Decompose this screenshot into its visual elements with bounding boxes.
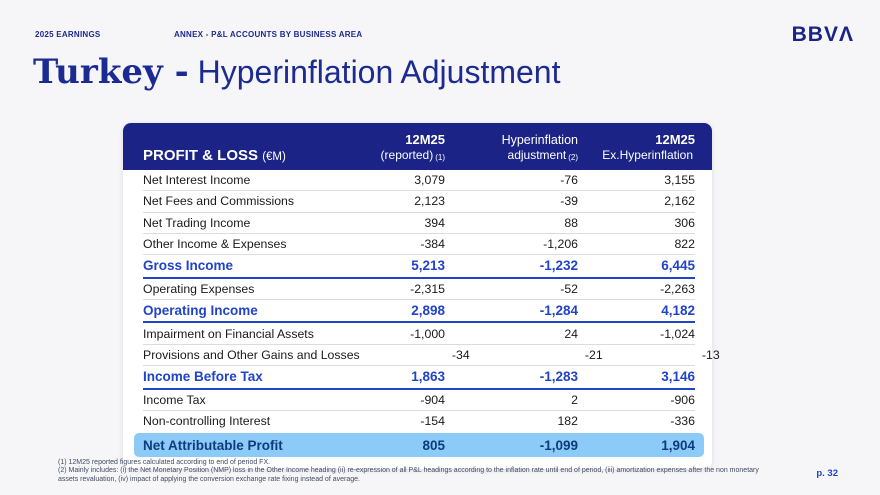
row-label: Other Income & Expenses: [143, 237, 287, 252]
table-row: Non-controlling Interest -154 182 -336: [143, 411, 695, 431]
row-label: Net Fees and Commissions: [143, 194, 295, 209]
table-row: Operating Expenses -2,315 -52 -2,263: [143, 279, 695, 300]
page-title-rest: Hyperinflation Adjustment: [197, 54, 561, 90]
value-exhyper: -906: [670, 392, 695, 407]
footnote-ref-2: (2): [568, 153, 578, 163]
value-exhyper: -336: [670, 414, 695, 429]
row-label: Gross Income: [143, 258, 234, 274]
value-exhyper: 4,182: [661, 303, 695, 319]
report-label: 2025 EARNINGS: [35, 30, 101, 39]
value-exhyper: 3,146: [661, 369, 695, 385]
table-row: Impairment on Financial Assets -1,000 24…: [143, 323, 695, 345]
value-exhyper: 2,162: [664, 194, 695, 209]
row-label: Income Tax: [143, 392, 206, 407]
value-reported: -34: [451, 347, 470, 362]
footnote-ref-1: (1): [435, 153, 445, 163]
table-title: PROFIT & LOSS (€M): [143, 147, 335, 164]
table-unit: (€M): [262, 151, 286, 163]
footnotes: (1) 12M25 reported figures calculated ac…: [58, 459, 770, 484]
column-header-reported: 12M25 (reported) (1): [380, 131, 445, 163]
value-exhyper: -1,024: [660, 326, 695, 341]
value-adjustment: -21: [584, 347, 603, 362]
value-exhyper: 822: [674, 237, 695, 252]
value-exhyper: -13: [701, 347, 720, 362]
value-reported: -154: [420, 414, 445, 429]
value-adjustment: -1,232: [539, 258, 578, 274]
value-reported: 3,079: [414, 173, 445, 188]
table-header: PROFIT & LOSS (€M) 12M25 (reported) (1) H…: [123, 123, 712, 170]
column-header-exhyper: 12M25 Ex.Hyperinflation: [602, 131, 695, 163]
value-reported: 2,898: [411, 303, 445, 319]
value-adjustment: -1,283: [539, 369, 578, 385]
value-reported: 1,863: [411, 369, 445, 385]
table-row: Provisions and Other Gains and Losses -3…: [143, 345, 720, 367]
table-row: Net Fees and Commissions 2,123 -39 2,162: [143, 191, 695, 213]
row-label: Net Interest Income: [143, 173, 251, 188]
table-row: Other Income & Expenses -384 -1,206 822: [143, 234, 695, 256]
value-reported: 2,123: [414, 194, 445, 209]
page-title-emphasis: Turkey -: [33, 52, 189, 92]
value-reported: 5,213: [411, 258, 445, 274]
page-number: p. 32: [816, 468, 838, 479]
value-adjustment: -1,206: [543, 237, 578, 252]
table-row-subtotal: Income Before Tax 1,863 -1,283 3,146: [143, 366, 695, 390]
row-label: Income Before Tax: [143, 369, 263, 385]
value-adjustment: -1,099: [539, 437, 578, 453]
footnote-1: (1) 12M25 reported figures calculated ac…: [58, 459, 271, 466]
table-row: Net Trading Income 394 88 306: [143, 213, 695, 234]
table-body: Net Interest Income 3,079 -76 3,155 Net …: [123, 170, 720, 458]
value-exhyper: 3,155: [664, 173, 695, 188]
value-adjustment: 88: [564, 215, 578, 230]
table-row-net-attributable-profit: Net Attributable Profit 805 -1,099 1,904: [134, 433, 704, 458]
row-label: Net Attributable Profit: [143, 437, 283, 453]
table-row-subtotal: Gross Income 5,213 -1,232 6,445: [143, 255, 695, 279]
value-reported: -1,000: [410, 326, 445, 341]
value-exhyper: 1,904: [661, 437, 695, 453]
row-label: Non-controlling Interest: [143, 414, 271, 429]
section-label: ANNEX - P&L ACCOUNTS BY BUSINESS AREA: [174, 30, 363, 39]
value-reported: 805: [422, 437, 445, 453]
row-label: Net Trading Income: [143, 215, 251, 230]
value-adjustment: -52: [560, 281, 578, 296]
value-adjustment: 182: [557, 414, 578, 429]
footnote-2: (2) Mainly includes: (i) the Net Monetar…: [58, 467, 759, 483]
column-header-adjustment: Hyperinflation adjustment (2): [501, 133, 578, 163]
value-adjustment: 24: [564, 326, 578, 341]
value-adjustment: -76: [560, 173, 578, 188]
table-row: Net Interest Income 3,079 -76 3,155: [143, 170, 695, 192]
value-exhyper: -2,263: [660, 281, 695, 296]
value-adjustment: -39: [560, 194, 578, 209]
pnl-table-card: PROFIT & LOSS (€M) 12M25 (reported) (1) H…: [123, 123, 720, 470]
row-label: Operating Income: [143, 303, 258, 319]
value-reported: -904: [420, 392, 445, 407]
page-title: Turkey - Hyperinflation Adjustment: [33, 52, 560, 92]
row-label: Provisions and Other Gains and Losses: [143, 347, 360, 362]
value-reported: -2,315: [410, 281, 445, 296]
row-label: Impairment on Financial Assets: [143, 326, 314, 341]
value-reported: -384: [420, 237, 445, 252]
value-adjustment: 2: [571, 392, 578, 407]
table-row: Income Tax -904 2 -906: [143, 390, 695, 411]
value-exhyper: 306: [674, 215, 695, 230]
table-title-text: PROFIT & LOSS: [143, 147, 259, 164]
table-row-subtotal: Operating Income 2,898 -1,284 4,182: [143, 300, 695, 324]
row-label: Operating Expenses: [143, 281, 255, 296]
value-exhyper: 6,445: [661, 258, 695, 274]
bbva-logo: BBVΛ: [791, 23, 854, 46]
value-reported: 394: [424, 215, 445, 230]
value-adjustment: -1,284: [539, 303, 578, 319]
